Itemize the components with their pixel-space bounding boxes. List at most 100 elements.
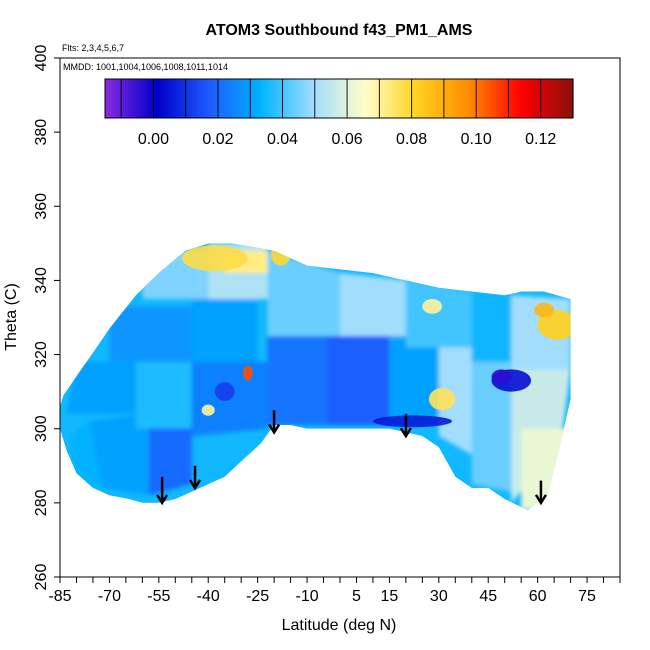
arrow-markers	[156, 410, 548, 506]
colorbar-segment	[168, 79, 173, 118]
heatmap-region	[69, 421, 103, 488]
colorbar-segment	[211, 79, 216, 118]
colorbar-segment	[519, 79, 524, 118]
colorbar-segment	[265, 79, 270, 118]
colorbar-segment	[242, 79, 246, 118]
colorbar-segment	[432, 79, 437, 118]
colorbar-segment	[409, 79, 414, 118]
colorbar-segment	[479, 79, 484, 118]
y-tick-label: 320	[33, 341, 50, 368]
heatmap-feature	[373, 415, 452, 428]
colorbar-tick-label: 0.10	[461, 131, 492, 148]
colorbar-segment	[562, 79, 567, 118]
heatmap-region	[471, 291, 512, 362]
x-tick-label: -70	[98, 588, 121, 605]
colorbar-segment	[135, 79, 140, 118]
heatmap-feature	[201, 404, 215, 416]
colorbar-segment	[272, 79, 277, 118]
heatmap-feature	[422, 299, 443, 314]
colorbar-segment	[205, 79, 210, 118]
colorbar-segment	[138, 79, 143, 118]
colorbar-segment	[472, 79, 477, 118]
colorbar-segment	[419, 79, 424, 118]
colorbar-segment	[141, 79, 146, 118]
x-tick-label: 5	[352, 588, 361, 605]
colorbar-segment	[332, 79, 337, 118]
colorbar-segment	[295, 79, 300, 118]
x-tick-label: 45	[479, 588, 497, 605]
colorbar-segment	[425, 79, 430, 118]
colorbar-segment	[342, 79, 347, 118]
colorbar-segment	[222, 79, 226, 118]
colorbar-segment	[195, 79, 200, 118]
colorbar-segment	[318, 79, 323, 118]
heatmap-feature	[214, 382, 235, 401]
x-tick-label: 75	[578, 588, 596, 605]
colorbar-segment	[115, 79, 119, 118]
colorbar-segment	[492, 79, 497, 118]
colorbar-segment	[452, 79, 457, 118]
arrow-head	[268, 423, 281, 435]
colorbar-segment	[445, 79, 450, 118]
colorbar-segment	[352, 79, 357, 118]
colorbar-segment	[456, 79, 460, 118]
colorbar-tick-label: 0.12	[525, 131, 556, 148]
colorbar-segment	[275, 79, 280, 118]
colorbar-segment	[232, 79, 236, 118]
heatmap-feature	[491, 369, 512, 385]
colorbar-segment	[442, 79, 447, 118]
dates-annotation: MMDD: 1001,1004,1006,1008,1011,1014	[63, 62, 228, 72]
colorbar-segment	[362, 79, 367, 118]
heatmap-feature	[537, 310, 571, 340]
colorbar-segment	[355, 79, 360, 118]
heatmap-region	[438, 347, 472, 455]
plot-area	[60, 243, 571, 511]
colorbar-segment	[335, 79, 340, 118]
x-axis-label: Latitude (deg N)	[282, 617, 397, 634]
colorbar-segment	[405, 79, 410, 118]
colorbar-segment	[375, 79, 380, 118]
colorbar-segment	[228, 79, 233, 118]
x-tick-label: 30	[430, 588, 448, 605]
colorbar-segment	[402, 79, 407, 118]
colorbar-segment	[121, 79, 126, 118]
heatmap-region	[471, 362, 512, 492]
colorbar-segment	[466, 79, 470, 118]
heatmap-feature	[242, 365, 253, 381]
colorbar-segment	[526, 79, 531, 118]
colorbar-segment	[278, 79, 283, 118]
colorbar-segment	[315, 79, 320, 118]
colorbar-segment	[382, 79, 387, 118]
arrow-head	[156, 494, 169, 506]
heatmap-region	[66, 362, 136, 414]
colorbar-segment	[489, 79, 494, 118]
y-tick-label: 260	[33, 564, 50, 591]
heatmap-region	[521, 428, 571, 511]
colorbar-segment	[178, 79, 183, 118]
colorbar-segment	[349, 79, 353, 118]
colorbar-segment	[389, 79, 394, 118]
colorbar-tick-label: 0.06	[331, 131, 362, 148]
colorbar-segment	[542, 79, 547, 118]
heatmap-feature	[270, 243, 291, 266]
colorbar: 0.00 0.02 0.04 0.06 0.08 0.10 0.12	[104, 78, 574, 148]
y-tick-label: 380	[33, 119, 50, 146]
y-tick-label: 400	[33, 45, 50, 72]
y-tick-label: 300	[33, 415, 50, 442]
colorbar-segment	[128, 79, 133, 118]
heatmap-region	[109, 306, 192, 362]
colorbar-segment	[546, 79, 551, 118]
chart-title: ATOM3 Southbound f43_PM1_AMS	[206, 22, 473, 39]
colorbar-segment	[218, 79, 223, 118]
colorbar-frame	[104, 78, 574, 119]
colorbar-segment	[188, 79, 193, 118]
colorbar-segment	[285, 79, 290, 118]
colorbar-segment	[208, 79, 213, 118]
colorbar-segment	[255, 79, 260, 118]
colorbar-segment	[499, 79, 504, 118]
colorbar-segment	[171, 79, 176, 118]
colorbar-segment	[288, 79, 293, 118]
colorbar-segment	[369, 79, 374, 118]
colorbar-segment	[399, 79, 404, 118]
